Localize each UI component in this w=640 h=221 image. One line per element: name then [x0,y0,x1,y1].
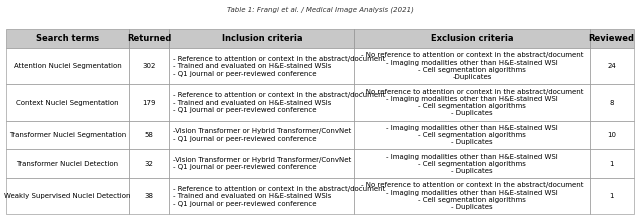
Text: 10: 10 [607,132,616,138]
Text: - Reference to attention or context in the abstract/document
- Trained and evalu: - Reference to attention or context in t… [173,186,385,206]
Bar [129,48,170,84]
Text: Table 1: Frangi et al. / Medical Image Analysis (2021): Table 1: Frangi et al. / Medical Image A… [227,7,413,13]
Text: 1: 1 [609,161,614,167]
Bar [589,149,634,178]
Text: Transformer Nuclei Detection: Transformer Nuclei Detection [17,161,118,167]
Bar [6,178,129,214]
Bar [170,29,355,48]
Text: - Imaging modalities other than H&E-stained WSI
- Cell segmentation algorithms
-: - Imaging modalities other than H&E-stai… [386,154,558,174]
Bar [129,149,170,178]
Bar [355,84,589,121]
Bar [355,178,589,214]
Bar [6,48,129,84]
Bar [589,29,634,48]
Bar [589,121,634,149]
Text: 32: 32 [145,161,154,167]
Bar [170,121,355,149]
Bar [170,149,355,178]
Bar [355,121,589,149]
Text: Attention Nuclei Segmentation: Attention Nuclei Segmentation [13,63,122,69]
Bar [170,178,355,214]
Text: 179: 179 [142,99,156,105]
Bar [589,48,634,84]
Text: 58: 58 [145,132,154,138]
Text: Search terms: Search terms [36,34,99,43]
Text: - No reference to attention or context in the abstract/document
- Imaging modali: - No reference to attention or context i… [361,182,583,210]
Text: -Vision Transformer or Hybrid Transformer/ConvNet
- Q1 journal or peer-reviewed : -Vision Transformer or Hybrid Transforme… [173,157,351,170]
Text: - Reference to attention or context in the abstract/document
- Trained and evalu: - Reference to attention or context in t… [173,92,385,113]
Bar [129,84,170,121]
Bar [129,29,170,48]
Text: - Imaging modalities other than H&E-stained WSI
- Cell segmentation algorithms
-: - Imaging modalities other than H&E-stai… [386,125,558,145]
Text: Exclusion criteria: Exclusion criteria [431,34,513,43]
Text: Context Nuclei Segmentation: Context Nuclei Segmentation [16,99,119,105]
Text: Reviewed: Reviewed [589,34,635,43]
Text: 8: 8 [609,99,614,105]
Bar [129,121,170,149]
Bar [6,29,129,48]
Text: 24: 24 [607,63,616,69]
Bar [6,121,129,149]
Bar [6,149,129,178]
Text: Returned: Returned [127,34,172,43]
Text: - No reference to attention or context in the abstract/document
- Imaging modali: - No reference to attention or context i… [361,52,583,80]
Text: Inclusion criteria: Inclusion criteria [221,34,302,43]
Text: 1: 1 [609,193,614,199]
Text: 302: 302 [143,63,156,69]
Text: - No reference to attention or context in the abstract/document
- Imaging modali: - No reference to attention or context i… [361,89,583,116]
Bar [589,84,634,121]
Bar [6,84,129,121]
Bar [170,84,355,121]
Bar [355,149,589,178]
Bar [129,178,170,214]
Text: - Reference to attention or context in the abstract/document
- Trained and evalu: - Reference to attention or context in t… [173,56,385,76]
Text: Weakly Supervised Nuclei Detection: Weakly Supervised Nuclei Detection [4,193,131,199]
Text: Transformer Nuclei Segmentation: Transformer Nuclei Segmentation [9,132,126,138]
Bar [355,29,589,48]
Bar [170,48,355,84]
Bar [589,178,634,214]
Text: -Vision Transformer or Hybrid Transformer/ConvNet
- Q1 journal or peer-reviewed : -Vision Transformer or Hybrid Transforme… [173,128,351,142]
Text: 38: 38 [145,193,154,199]
Bar [355,48,589,84]
